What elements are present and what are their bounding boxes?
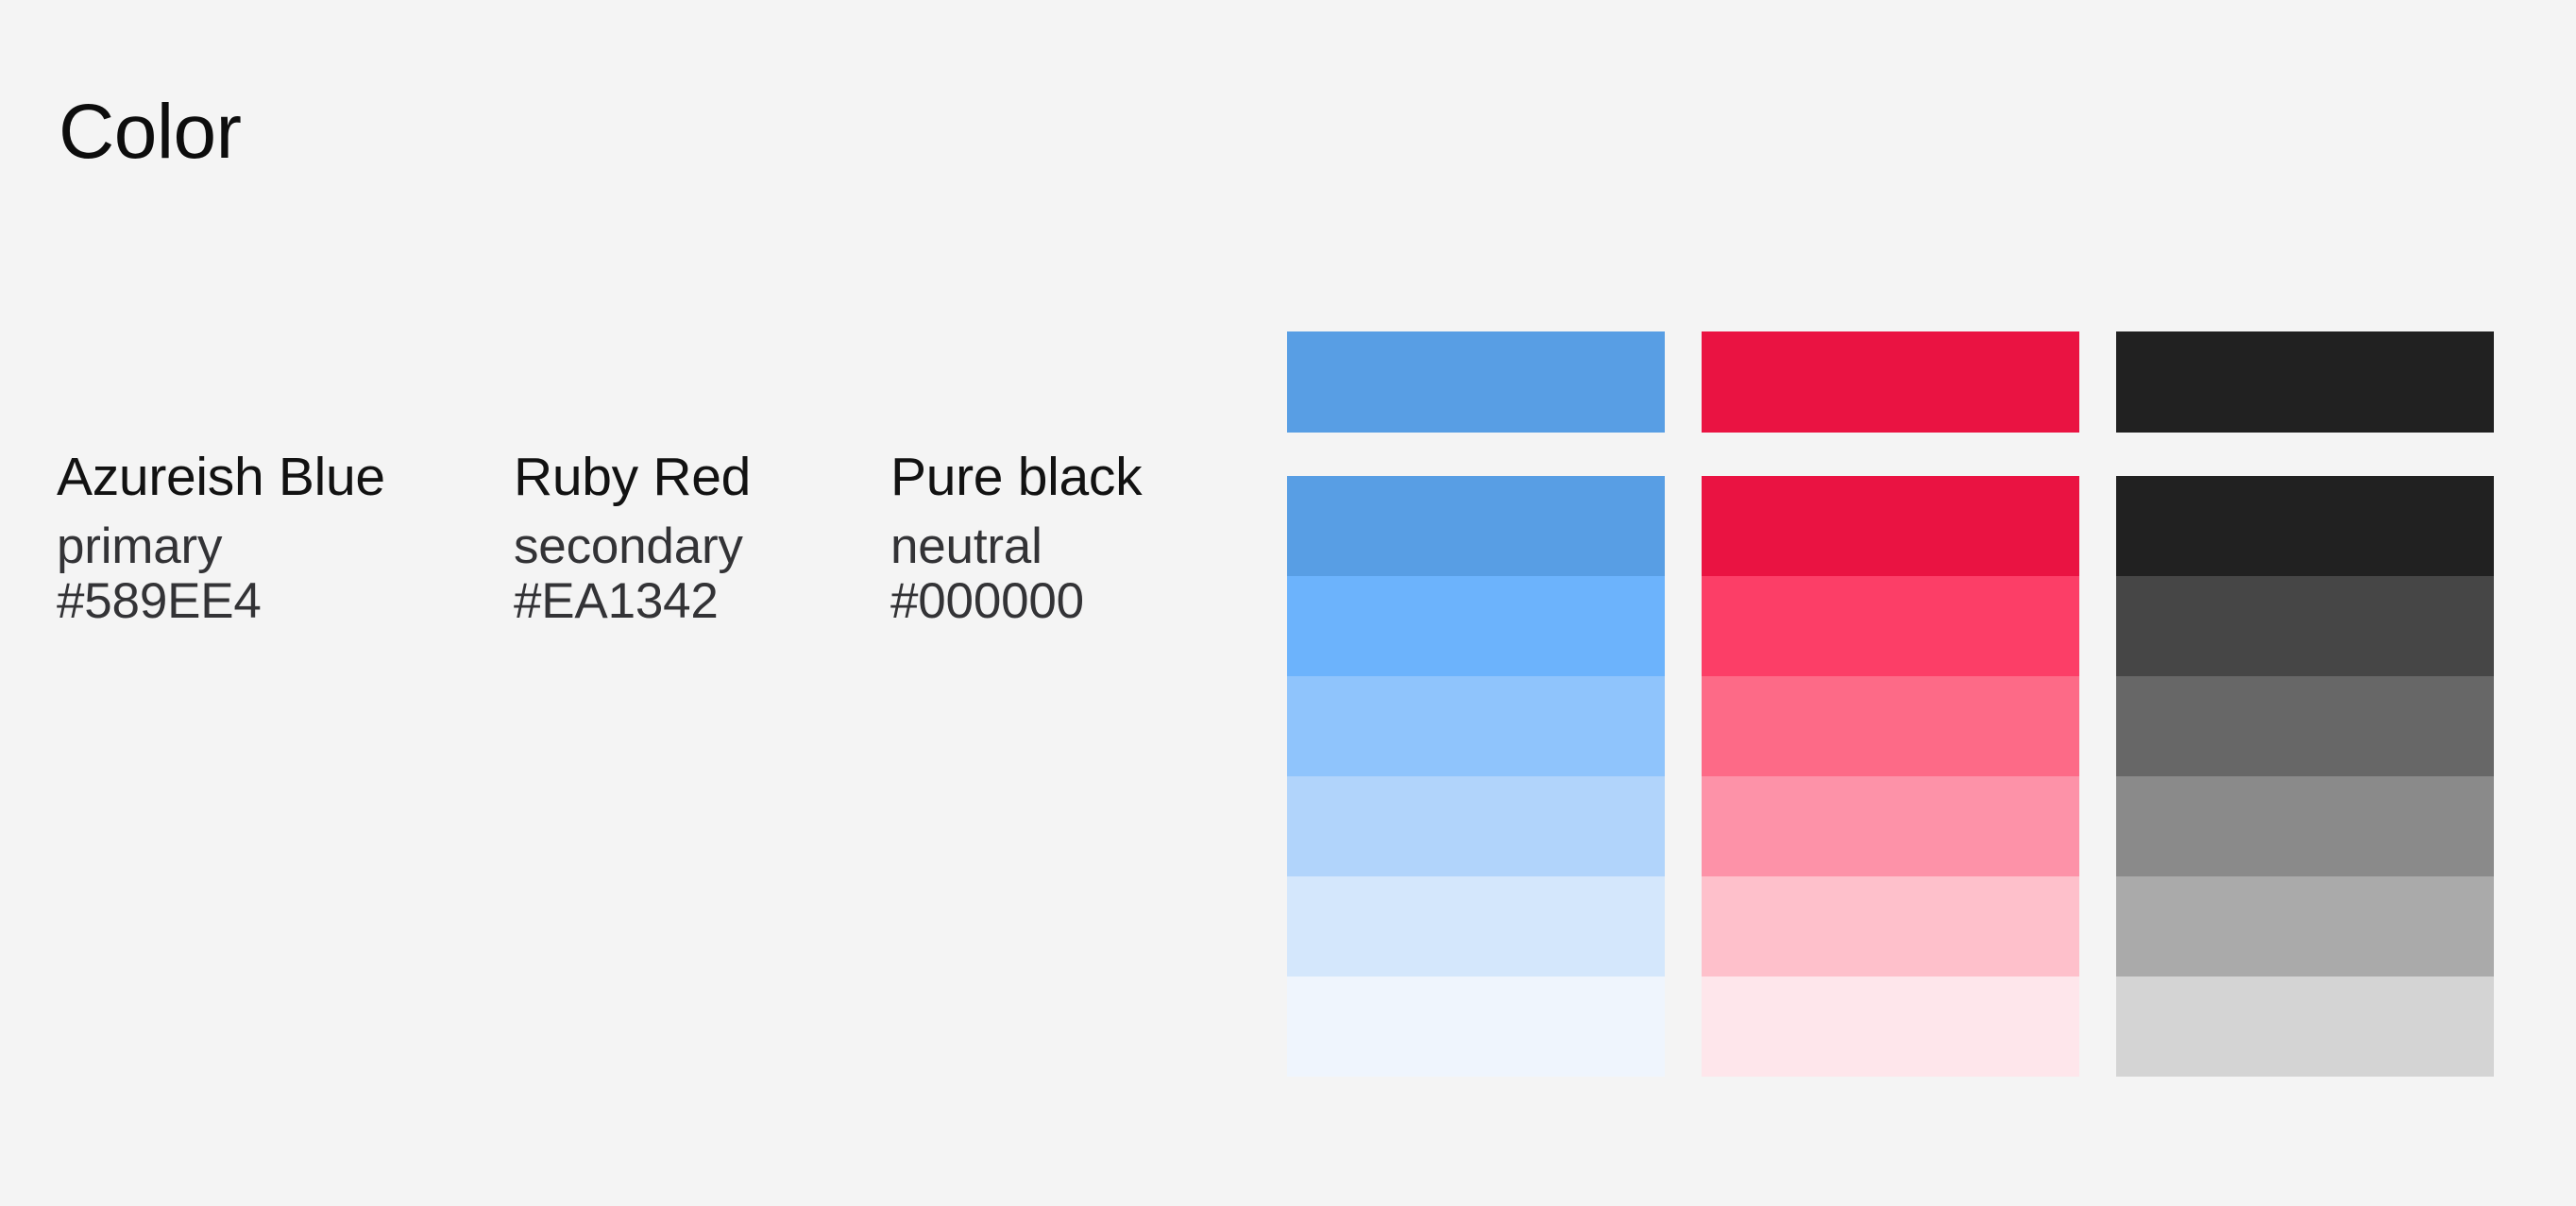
shade-swatch xyxy=(2116,476,2494,576)
color-hex-value: #EA1342 xyxy=(514,573,719,629)
shade-swatch xyxy=(1702,476,2079,576)
shade-stack xyxy=(1702,476,2079,1077)
color-name: Ruby Red xyxy=(514,447,752,507)
shade-stack xyxy=(2116,476,2494,1077)
shade-swatch xyxy=(1287,977,1665,1077)
base-color-swatch xyxy=(1287,331,1665,433)
base-color-swatch xyxy=(2116,331,2494,433)
shade-swatch xyxy=(1702,876,2079,977)
shade-swatch xyxy=(1702,676,2079,776)
page-title: Color xyxy=(59,89,242,175)
swatch-column xyxy=(1287,331,1665,1077)
color-name: Azureish Blue xyxy=(57,447,385,507)
shade-swatch xyxy=(2116,876,2494,977)
shade-swatch xyxy=(1702,576,2079,676)
shade-swatch xyxy=(2116,676,2494,776)
color-role: neutral xyxy=(890,518,1042,574)
shade-swatch xyxy=(1287,876,1665,977)
swatch-column xyxy=(1702,331,2079,1077)
shade-swatch xyxy=(1702,977,2079,1077)
shade-stack xyxy=(1287,476,1665,1077)
shade-swatch xyxy=(2116,576,2494,676)
color-hex-value: #589EE4 xyxy=(57,573,262,629)
shade-swatch xyxy=(1287,576,1665,676)
shade-swatch xyxy=(1287,776,1665,876)
color-info-block: Pure black neutral #000000 xyxy=(890,450,1296,629)
color-info-block: Azureish Blue primary #589EE4 xyxy=(57,450,463,629)
color-hex-value: #000000 xyxy=(890,573,1084,629)
shade-swatch xyxy=(1287,676,1665,776)
swatch-column xyxy=(2116,331,2494,1077)
color-name: Pure black xyxy=(890,447,1143,507)
shade-swatch xyxy=(1702,776,2079,876)
color-role: primary xyxy=(57,518,223,574)
color-role: secondary xyxy=(514,518,743,574)
shade-swatch xyxy=(2116,776,2494,876)
shade-swatch xyxy=(1287,476,1665,576)
color-info-block: Ruby Red secondary #EA1342 xyxy=(514,450,920,629)
shade-swatch xyxy=(2116,977,2494,1077)
base-color-swatch xyxy=(1702,331,2079,433)
